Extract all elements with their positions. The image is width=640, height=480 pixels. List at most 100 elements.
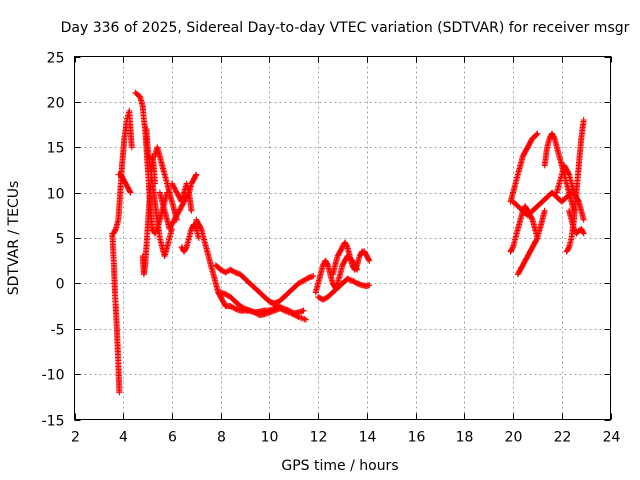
data-point	[172, 214, 179, 221]
x-tick-label: 2	[71, 430, 80, 446]
data-point	[528, 215, 535, 222]
data-point	[343, 242, 350, 249]
data-point	[197, 224, 204, 231]
data-point	[366, 282, 373, 289]
data-point	[176, 207, 183, 214]
series-sat-y	[566, 207, 587, 237]
y-tick-label: -15	[42, 414, 65, 430]
series-sat-d	[132, 89, 171, 237]
y-tick-label: 5	[56, 232, 65, 248]
data-point	[167, 224, 174, 231]
data-point	[169, 220, 176, 227]
data-point	[550, 134, 557, 140]
data-point	[509, 245, 516, 252]
y-tick-labels: -15 -10 -5 0 5 10 15 20 25	[42, 51, 65, 430]
x-tick-label: 16	[408, 430, 426, 446]
data-point	[324, 261, 331, 268]
series-sat-r	[507, 130, 541, 205]
data-points	[109, 89, 587, 396]
data-point	[177, 205, 184, 212]
data-point	[174, 210, 181, 217]
series-sat-l	[212, 262, 317, 307]
series-sat-a	[109, 230, 123, 396]
axis-ticks	[74, 56, 612, 421]
data-point	[580, 230, 587, 237]
data-point	[580, 216, 587, 223]
data-point	[172, 187, 179, 193]
series-sat-q	[329, 239, 373, 278]
chart-title: Day 336 of 2025, Sidereal Day-to-day VTE…	[61, 20, 630, 36]
data-point	[192, 172, 199, 179]
x-tick-label: 6	[168, 430, 177, 446]
x-axis-title: GPS time / hours	[281, 458, 398, 474]
x-tick-label: 24	[603, 430, 621, 446]
data-point	[279, 306, 286, 313]
data-point	[128, 144, 135, 151]
y-axis-title: SDTVAR / TECUs	[6, 181, 22, 296]
data-point	[112, 227, 119, 234]
data-point	[175, 193, 182, 200]
y-tick-label: 10	[47, 187, 65, 203]
data-point	[172, 215, 179, 222]
y-tick-label: 20	[47, 96, 65, 112]
data-point	[294, 313, 301, 320]
series-sat-u	[514, 207, 548, 278]
x-tick-labels: 2 4 6 8 10 12 14 16 18 20 22 24	[71, 430, 620, 446]
data-point	[178, 203, 185, 210]
data-point	[116, 389, 123, 396]
data-point	[303, 316, 309, 323]
y-tick-label: -10	[42, 368, 65, 384]
data-point	[188, 207, 195, 214]
x-tick-label: 22	[554, 430, 572, 446]
x-tick-label: 20	[505, 430, 523, 446]
data-point	[310, 273, 317, 280]
series-sat-c	[115, 171, 134, 196]
data-point	[173, 189, 180, 196]
data-point	[177, 206, 183, 213]
data-point	[580, 229, 587, 236]
data-point	[193, 171, 200, 178]
data-point	[127, 189, 134, 196]
data-point	[298, 315, 305, 321]
data-point	[175, 192, 182, 199]
data-point	[174, 211, 181, 218]
grid	[74, 56, 611, 420]
data-point	[168, 222, 175, 228]
data-point	[169, 180, 175, 187]
data-point	[365, 256, 372, 263]
data-point	[175, 209, 182, 216]
data-point	[533, 131, 540, 138]
y-tick-label: -5	[51, 323, 65, 339]
data-point	[183, 245, 189, 252]
data-point	[174, 190, 181, 197]
data-point	[353, 263, 360, 270]
series-sat-p	[315, 275, 373, 303]
data-point	[169, 181, 176, 188]
data-point	[300, 307, 307, 314]
data-point	[171, 185, 178, 192]
series-sat-t	[510, 189, 575, 219]
data-point	[534, 130, 541, 137]
series-sat-m	[217, 289, 283, 319]
x-tick-label: 12	[310, 430, 328, 446]
series-sat-n	[266, 298, 309, 323]
y-tick-label: 0	[56, 277, 65, 293]
y-tick-label: 25	[47, 51, 65, 67]
x-tick-label: 14	[359, 430, 377, 446]
data-point	[565, 170, 572, 177]
x-tick-label: 10	[261, 430, 279, 446]
data-point	[366, 257, 373, 264]
data-point	[171, 184, 177, 191]
data-point	[533, 236, 540, 243]
x-tick-label: 8	[217, 430, 226, 446]
data-point	[126, 188, 133, 195]
data-point	[580, 117, 587, 123]
series-sat-b	[110, 107, 135, 237]
data-point	[565, 245, 572, 252]
series-sat-k	[193, 216, 307, 317]
data-point	[179, 201, 186, 208]
data-point	[173, 188, 180, 195]
data-point	[541, 207, 548, 214]
data-point	[173, 213, 180, 219]
data-point	[170, 219, 176, 226]
